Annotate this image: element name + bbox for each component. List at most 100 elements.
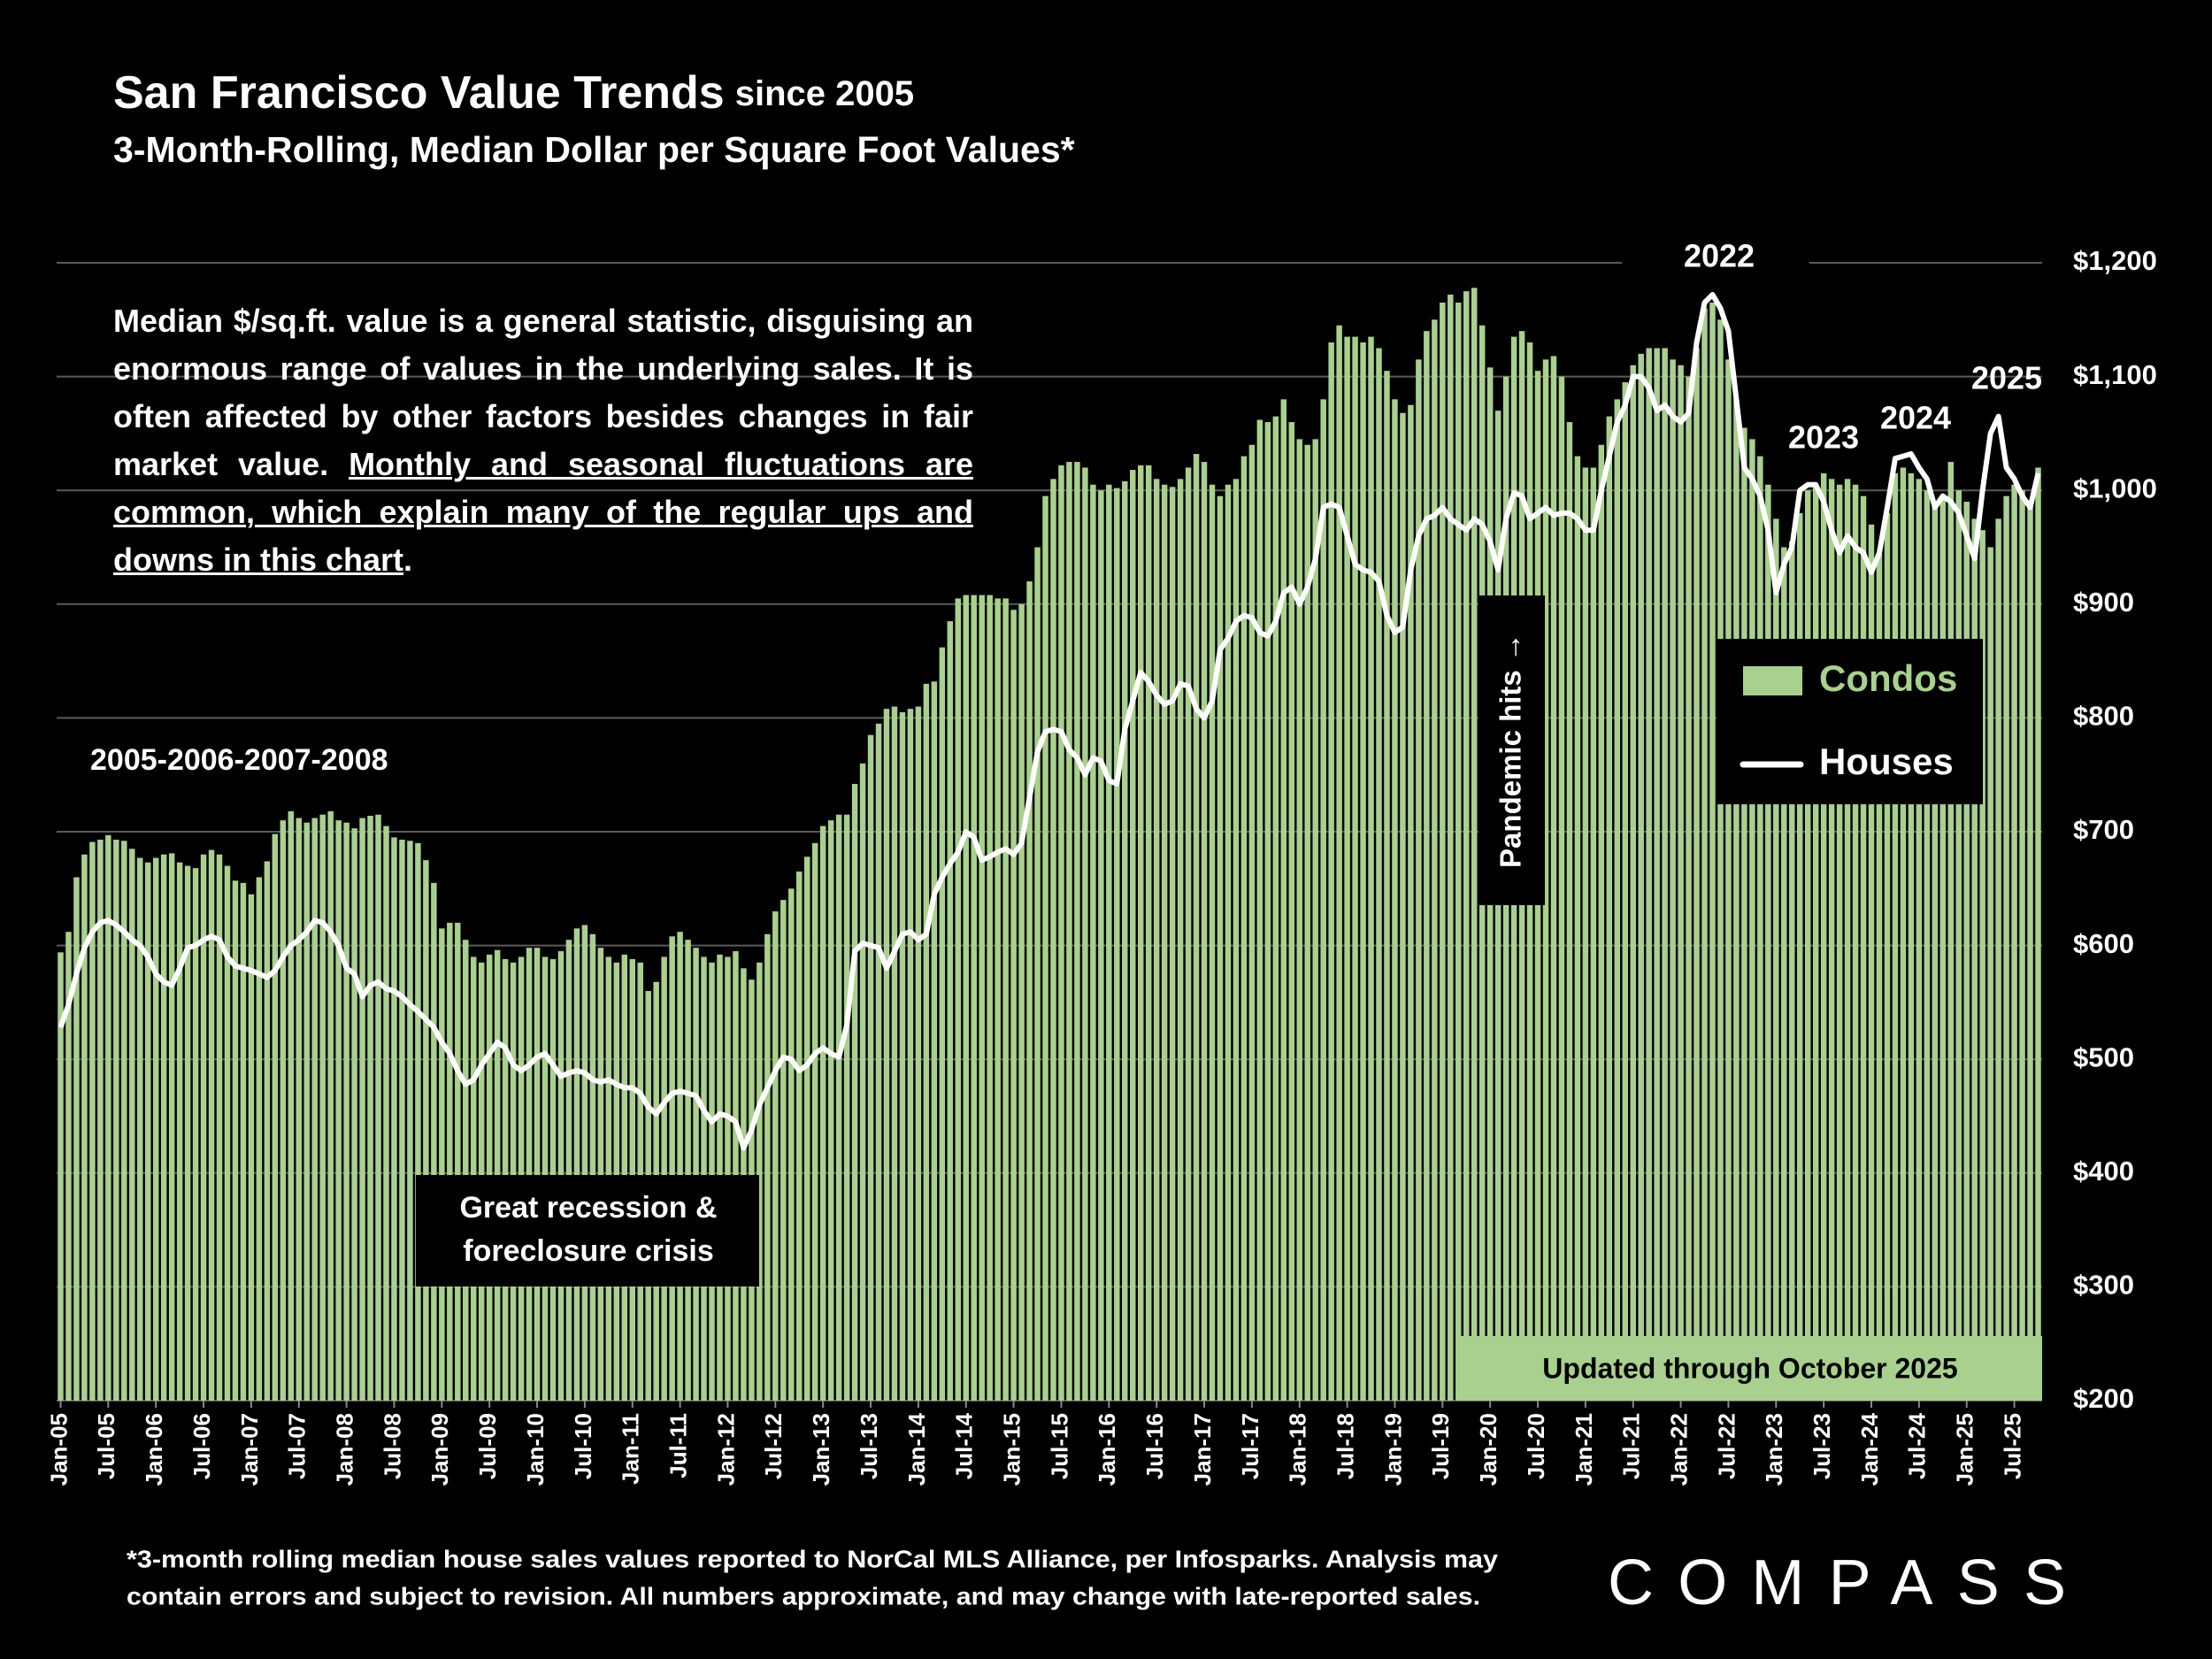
line [58, 292, 2041, 1151]
commentary-text: Median $/sq.ft. value is a general stati… [113, 303, 973, 482]
bar [1494, 411, 1502, 1402]
bar [89, 841, 96, 1401]
bar [1566, 422, 1573, 1401]
x-tick-label: Jan-09 [426, 1413, 453, 1486]
bar [415, 842, 421, 1401]
recession-box [416, 1175, 759, 1286]
bar [1010, 610, 1017, 1401]
bar [685, 940, 691, 1401]
bar [2019, 490, 2025, 1402]
bar [192, 868, 199, 1401]
bar [851, 783, 858, 1401]
bar [1074, 462, 1080, 1401]
bar [264, 861, 271, 1401]
bar [327, 810, 334, 1401]
x-tick-label: Jan-24 [1856, 1412, 1883, 1486]
bar [1106, 484, 1112, 1401]
bar [1145, 465, 1152, 1402]
bar [216, 854, 223, 1401]
bar [1868, 524, 1875, 1401]
bar [1264, 422, 1271, 1401]
x-tick-label: Jan-23 [1761, 1413, 1787, 1486]
bar [1471, 288, 1478, 1401]
bar [1392, 399, 1398, 1401]
bar [1384, 371, 1390, 1401]
bar [113, 840, 119, 1401]
bar [835, 814, 842, 1401]
bar [1463, 291, 1470, 1401]
bar [232, 880, 239, 1401]
title-note: since 2005 [735, 74, 914, 113]
bar [1090, 484, 1096, 1401]
bar [1304, 444, 1310, 1401]
x-tick-label: Jan-19 [1379, 1413, 1406, 1486]
bar [288, 810, 295, 1401]
bar [1185, 467, 1192, 1401]
y-tick-label: $200 [2073, 1383, 2134, 1414]
bar [796, 872, 803, 1401]
x-tick-label: Jan-16 [1094, 1413, 1120, 1486]
bar [764, 933, 771, 1401]
bar [144, 862, 151, 1401]
bar [121, 841, 127, 1401]
bar [1678, 365, 1684, 1401]
x-tick-label: Jan-20 [1475, 1413, 1502, 1486]
bar [1789, 541, 1795, 1401]
recession-label: Great recession & [459, 1191, 717, 1225]
x-tick-label: Jan-07 [236, 1413, 263, 1486]
bar [1606, 416, 1613, 1401]
bar [1971, 518, 1978, 1401]
y-tick-label: $700 [2073, 814, 2134, 845]
x-tick-label: Jul-17 [1237, 1413, 1263, 1479]
bar [1272, 416, 1279, 1401]
bar [1598, 444, 1605, 1401]
x-tick-label: Jul-25 [1999, 1413, 2025, 1479]
period-label: 2005-2006-2007-2008 [90, 743, 388, 777]
x-tick-label: Jan-08 [331, 1413, 357, 1486]
bar [939, 647, 946, 1401]
bar [176, 862, 183, 1401]
bar [757, 962, 763, 1401]
bar [1995, 518, 2001, 1401]
bar [1638, 353, 1644, 1401]
bar [224, 865, 231, 1401]
bar [137, 857, 143, 1401]
x-tick-label: Jul-22 [1713, 1413, 1740, 1479]
bar [1424, 331, 1430, 1401]
bar [995, 598, 1001, 1401]
legend-swatch [1743, 666, 1802, 695]
bar [184, 865, 191, 1401]
bar [2011, 484, 2017, 1401]
bar [152, 857, 159, 1401]
bar [811, 842, 818, 1401]
bar [1217, 495, 1224, 1401]
bar [1733, 399, 1740, 1401]
x-tick-label: Jul-05 [93, 1413, 119, 1479]
year-label: 2025 [1971, 360, 2042, 396]
bar [1066, 462, 1072, 1401]
x-tick-label: Jul-08 [379, 1413, 405, 1479]
bar [987, 595, 993, 1401]
bar [1248, 444, 1256, 1401]
bar [200, 854, 207, 1401]
title-main: San Francisco Value Trends [113, 67, 725, 119]
bar [351, 828, 357, 1401]
bar [1947, 462, 1955, 1401]
bar [1900, 467, 1907, 1401]
bar [1026, 581, 1033, 1401]
bar [931, 681, 938, 1401]
bar [907, 709, 914, 1401]
y-tick-label: $1,200 [2073, 245, 2157, 276]
bar [2027, 502, 2033, 1401]
y-tick-label: $1,100 [2073, 359, 2157, 390]
x-tick-label: Jul-21 [1618, 1413, 1645, 1479]
bar [1328, 342, 1334, 1401]
bar [581, 925, 588, 1401]
bar [1773, 518, 1779, 1401]
bar [1963, 502, 1970, 1401]
bar [1034, 547, 1041, 1401]
logo: COMPASS [1608, 1548, 2066, 1618]
bar [343, 822, 349, 1401]
year-label: 2023 [1788, 419, 1859, 456]
bar [1018, 603, 1025, 1401]
